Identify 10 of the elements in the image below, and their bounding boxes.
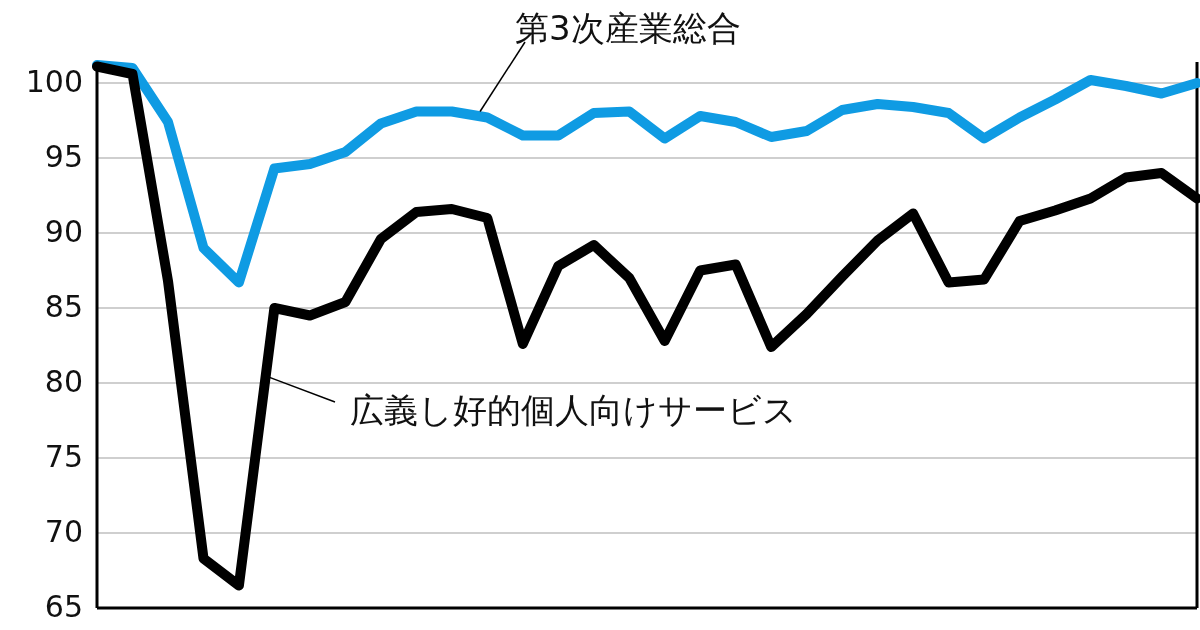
y-tick-label: 95 (44, 138, 83, 174)
y-tick-label: 85 (44, 288, 83, 324)
y-tick-label: 100 (25, 63, 83, 99)
y-tick-label: 80 (44, 363, 83, 399)
y-tick-label: 75 (44, 438, 83, 474)
text: 第3次産業総合 (515, 7, 741, 48)
y-tick-label: 90 (44, 213, 83, 249)
y-tick-label: 65 (44, 588, 83, 624)
y-tick-label: 70 (44, 513, 83, 549)
legend-label: 広義し好的個人向けサービス (350, 389, 797, 430)
